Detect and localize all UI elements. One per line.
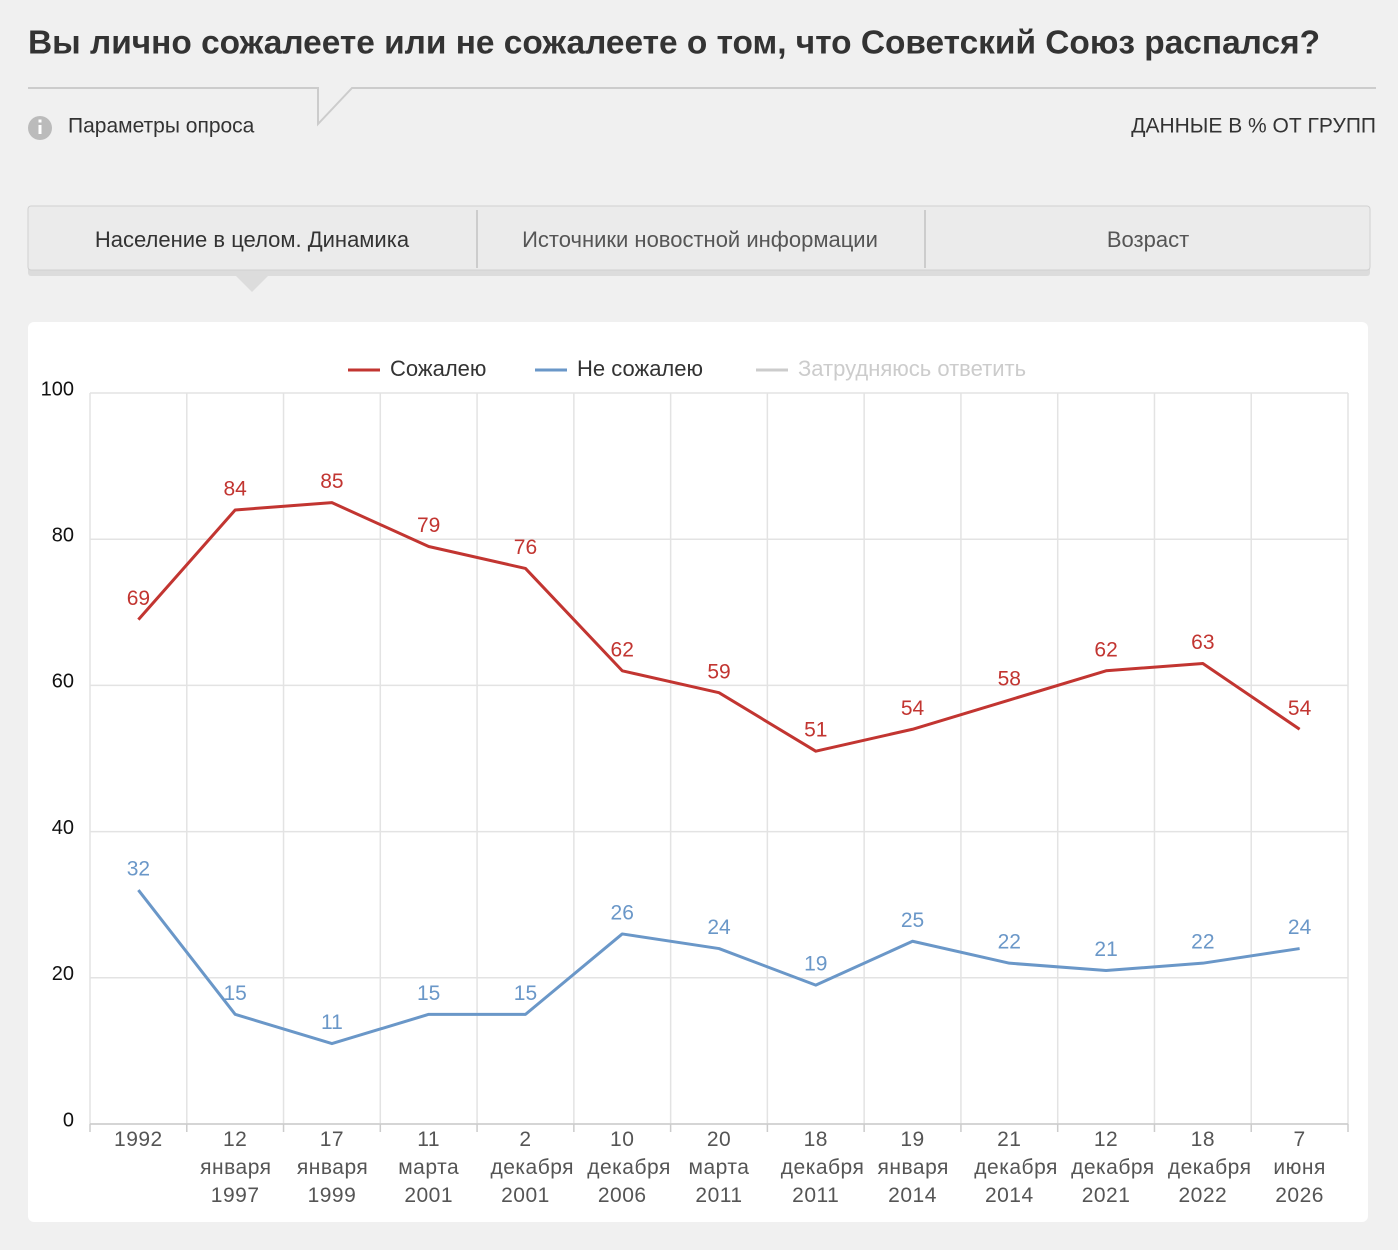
data-label: 54 [901, 697, 925, 720]
x-tick-label: 17 января 1999 [296, 1128, 369, 1207]
y-tick-label: 0 [63, 1109, 74, 1131]
data-label: 59 [707, 660, 730, 683]
x-tick-label: 2 декабря 2001 [490, 1128, 575, 1207]
units-note: ДАННЫЕ В % ОТ ГРУПП [1131, 115, 1376, 138]
x-tick-label: 12 декабря 2021 [1071, 1128, 1155, 1207]
data-label: 15 [223, 982, 246, 1005]
info-icon-bar [38, 125, 42, 134]
x-tick-label: 1992 [114, 1128, 163, 1151]
title-divider [28, 87, 1376, 127]
series-line [137, 889, 1300, 1046]
x-tick-label: 10 декабря 2006 [587, 1128, 671, 1207]
chart-panel [28, 322, 1368, 1222]
data-label: 15 [417, 982, 440, 1005]
data-label: 24 [1288, 916, 1312, 939]
data-label: 54 [1288, 697, 1312, 720]
data-label: 15 [514, 982, 537, 1005]
data-label: 58 [998, 668, 1021, 691]
data-label: 21 [1094, 938, 1117, 961]
series-line [137, 501, 1301, 753]
y-tick-label: 60 [52, 671, 74, 693]
data-label: 79 [417, 514, 440, 537]
data-label: 76 [514, 536, 537, 559]
y-tick-label: 100 [41, 378, 74, 400]
data-label: 85 [320, 470, 343, 493]
x-tick-label: 18 декабря 2022 [1167, 1128, 1252, 1207]
x-tick-label: 7 июня 2026 [1273, 1128, 1326, 1207]
tab-pointer [236, 276, 268, 292]
legend-label: Затрудняюсь ответить [798, 356, 1026, 381]
tab[interactable]: Население в целом. Динамика [95, 227, 410, 252]
data-label: 32 [127, 858, 150, 881]
legend-label: Сожалею [390, 356, 486, 381]
data-label: 25 [901, 909, 924, 932]
data-label: 62 [611, 638, 634, 661]
data-label: 11 [321, 1011, 343, 1034]
data-label: 63 [1191, 631, 1214, 654]
data-label: 26 [611, 901, 634, 924]
x-tick-label: 19 января 2014 [877, 1128, 949, 1207]
data-label: 19 [804, 953, 827, 976]
tab[interactable]: Возраст [1107, 227, 1189, 252]
params-label[interactable]: Параметры опроса [68, 115, 255, 138]
data-label: 69 [127, 587, 150, 610]
x-tick-label: 18 декабря 2011 [780, 1128, 865, 1207]
legend-label: Не сожалею [577, 356, 703, 381]
y-tick-label: 20 [52, 963, 74, 985]
info-icon-dot [38, 119, 42, 123]
data-label: 24 [707, 916, 731, 939]
data-label: 62 [1094, 638, 1117, 661]
x-tick-label: 21 декабря 2014 [974, 1128, 1058, 1207]
x-tick-label: 20 марта 2011 [688, 1128, 750, 1207]
y-tick-label: 80 [52, 524, 74, 546]
x-tick-label: 12 января 1997 [200, 1128, 272, 1207]
y-tick-label: 40 [52, 817, 74, 839]
data-label: 84 [223, 478, 247, 501]
x-tick-label: 11 марта 2001 [398, 1128, 460, 1207]
data-label: 22 [1191, 931, 1214, 954]
tab[interactable]: Источники новостной информации [522, 227, 878, 252]
tab-bar [27, 205, 1371, 271]
data-label: 51 [804, 719, 827, 742]
data-label: 22 [998, 931, 1021, 954]
page-title: Вы лично сожалеете или не сожалеете о то… [28, 24, 1320, 61]
